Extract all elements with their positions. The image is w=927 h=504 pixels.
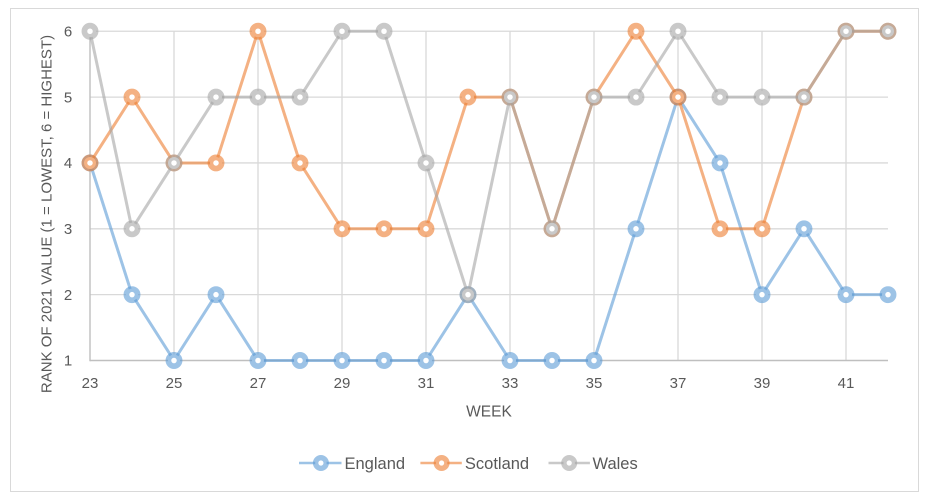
svg-text:41: 41	[838, 375, 855, 392]
svg-text:39: 39	[754, 375, 771, 392]
svg-text:4: 4	[64, 155, 72, 172]
svg-text:WEEK: WEEK	[466, 404, 512, 421]
svg-text:5: 5	[64, 89, 72, 106]
svg-text:25: 25	[166, 375, 183, 392]
svg-text:29: 29	[334, 375, 351, 392]
svg-text:6: 6	[64, 23, 72, 40]
svg-text:RANK OF 2021 VALUE (1 = LOWEST: RANK OF 2021 VALUE (1 = LOWEST, 6 = HIGH…	[39, 35, 56, 393]
svg-text:England: England	[345, 455, 406, 473]
svg-text:33: 33	[502, 375, 519, 392]
svg-text:3: 3	[64, 221, 72, 238]
svg-text:Wales: Wales	[593, 455, 638, 473]
svg-text:1: 1	[64, 353, 72, 370]
svg-text:2: 2	[64, 287, 72, 304]
svg-text:27: 27	[250, 375, 267, 392]
svg-text:31: 31	[418, 375, 435, 392]
svg-text:37: 37	[670, 375, 687, 392]
svg-text:Scotland: Scotland	[465, 455, 529, 473]
svg-text:23: 23	[82, 375, 99, 392]
svg-text:35: 35	[586, 375, 603, 392]
